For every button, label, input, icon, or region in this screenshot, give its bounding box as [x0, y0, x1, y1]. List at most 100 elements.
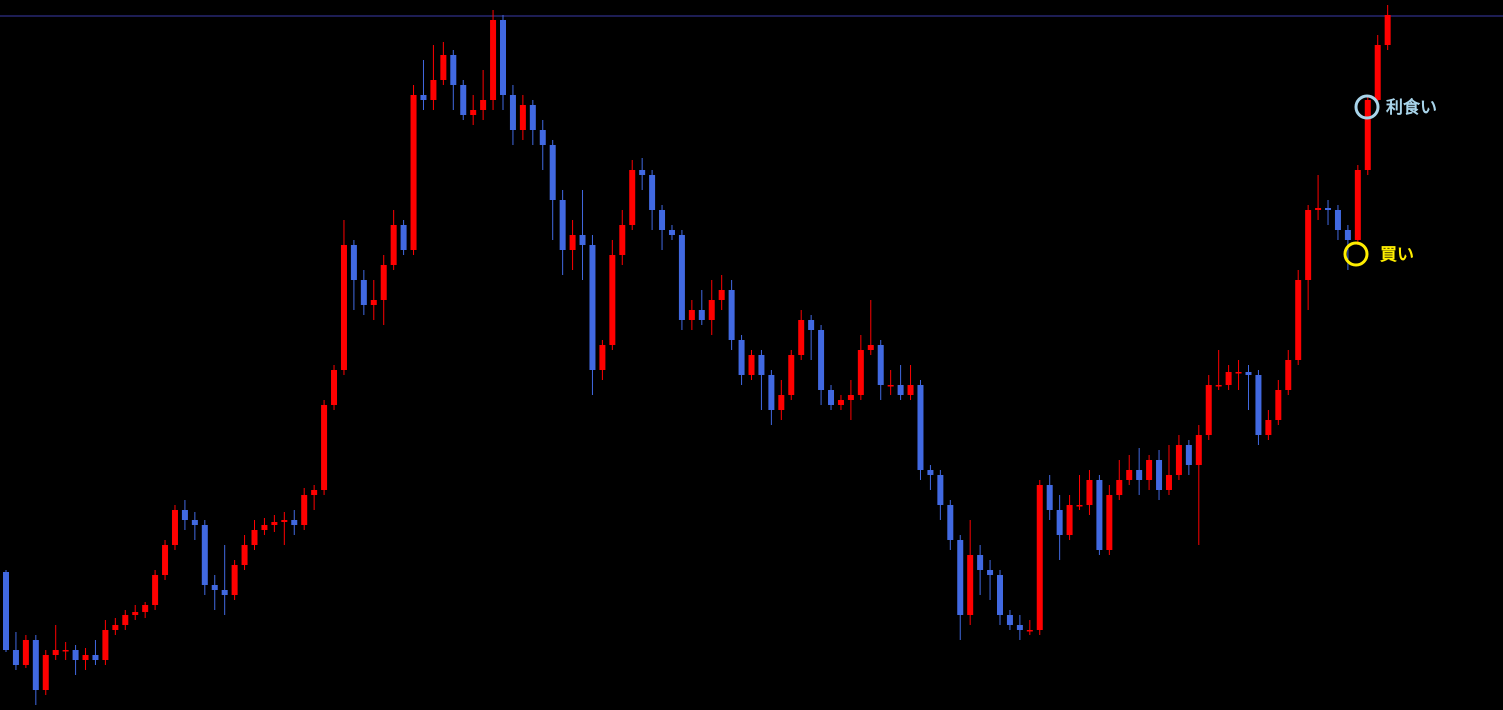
candle-body [42, 655, 49, 690]
candle-body [857, 350, 864, 395]
candle-body [1305, 210, 1312, 280]
candle-body [470, 110, 477, 115]
candle-body [1225, 372, 1232, 385]
candle-body [380, 265, 387, 300]
candle-body [1016, 625, 1023, 630]
candle-body [549, 145, 556, 200]
candle-body [539, 130, 546, 145]
annotation-label: 買い [1380, 245, 1414, 265]
candle-body [152, 575, 159, 605]
candle-body [211, 585, 218, 590]
candle-body [22, 640, 29, 665]
candle-body [271, 522, 278, 525]
candle-body [818, 330, 825, 390]
candle-body [897, 385, 904, 395]
candle-body [112, 625, 119, 630]
candle-body [500, 20, 506, 95]
candle-body [72, 650, 79, 660]
candle-body [1076, 505, 1083, 507]
annotation-label: 利食い [1386, 97, 1437, 118]
candle-body [480, 100, 487, 110]
candle-body [1285, 360, 1292, 390]
candle-body [1315, 208, 1322, 210]
candle-body [509, 95, 516, 130]
candle-body [589, 245, 596, 370]
candle-body [947, 505, 954, 540]
candle-body [1046, 485, 1053, 510]
candle-body [987, 570, 994, 575]
candle-body [32, 640, 39, 690]
candle-body [1156, 460, 1163, 490]
candle-body [400, 225, 407, 250]
candle-body [1215, 385, 1222, 387]
candle-body [1354, 170, 1361, 240]
candle-body [1344, 230, 1351, 240]
candle-body [519, 105, 526, 130]
candle-body [997, 575, 1003, 615]
candle-body [808, 320, 815, 330]
candle-body [1175, 445, 1182, 475]
candle-body [420, 95, 427, 100]
candle-body [1165, 475, 1172, 490]
candle-body [340, 245, 347, 370]
candle-body [937, 475, 944, 505]
candle-body [1235, 372, 1242, 374]
candle-body [619, 225, 626, 255]
candle-body [261, 525, 268, 530]
candle-body [768, 375, 775, 410]
candle-body [1295, 280, 1302, 360]
candle-body [460, 85, 467, 115]
candle-body [132, 612, 139, 615]
candle-body [977, 555, 984, 570]
candle-body [758, 355, 765, 375]
candle-body [1066, 505, 1073, 535]
candle-body [1036, 485, 1043, 630]
candle-body [12, 650, 19, 665]
candle-body [490, 20, 497, 100]
candle-body [967, 555, 974, 615]
candle-body [659, 210, 666, 230]
candle-body [828, 390, 835, 405]
candle-body [579, 235, 586, 245]
candle-body [1205, 385, 1212, 435]
candle-body [788, 355, 795, 395]
candle-body [171, 510, 178, 545]
candle-body [688, 310, 695, 320]
candle-body [430, 80, 437, 100]
candle-body [360, 280, 367, 305]
candle-body [629, 170, 636, 225]
candle-body [748, 355, 755, 375]
candle-body [877, 345, 884, 385]
candle-body [191, 520, 198, 525]
candle-body [82, 655, 89, 660]
candle-body [1106, 495, 1113, 550]
candle-body [1334, 210, 1341, 230]
candle-body [847, 395, 854, 400]
candle-body [927, 470, 934, 475]
candle-body [649, 175, 656, 210]
candle-body [1185, 445, 1192, 465]
candle-body [221, 590, 228, 595]
candle-body [102, 630, 109, 660]
annotation-marker [1354, 94, 1380, 120]
candle-body [837, 400, 844, 405]
candle-body [1116, 480, 1123, 495]
candle-body [1325, 208, 1332, 210]
candle-body [907, 385, 914, 395]
candle-body [311, 490, 318, 495]
candle-body [301, 495, 308, 525]
candle-body [1006, 615, 1013, 625]
candle-body [1195, 435, 1202, 465]
candle-body [92, 655, 99, 660]
candle-body [52, 650, 59, 655]
candle-body [231, 565, 238, 595]
candle-body [1374, 45, 1381, 100]
candle-body [281, 520, 288, 522]
candle-body [917, 385, 924, 470]
annotation-marker [1343, 241, 1369, 267]
candle-body [1275, 390, 1282, 420]
candle-body [3, 572, 9, 650]
candle-body [668, 230, 675, 235]
